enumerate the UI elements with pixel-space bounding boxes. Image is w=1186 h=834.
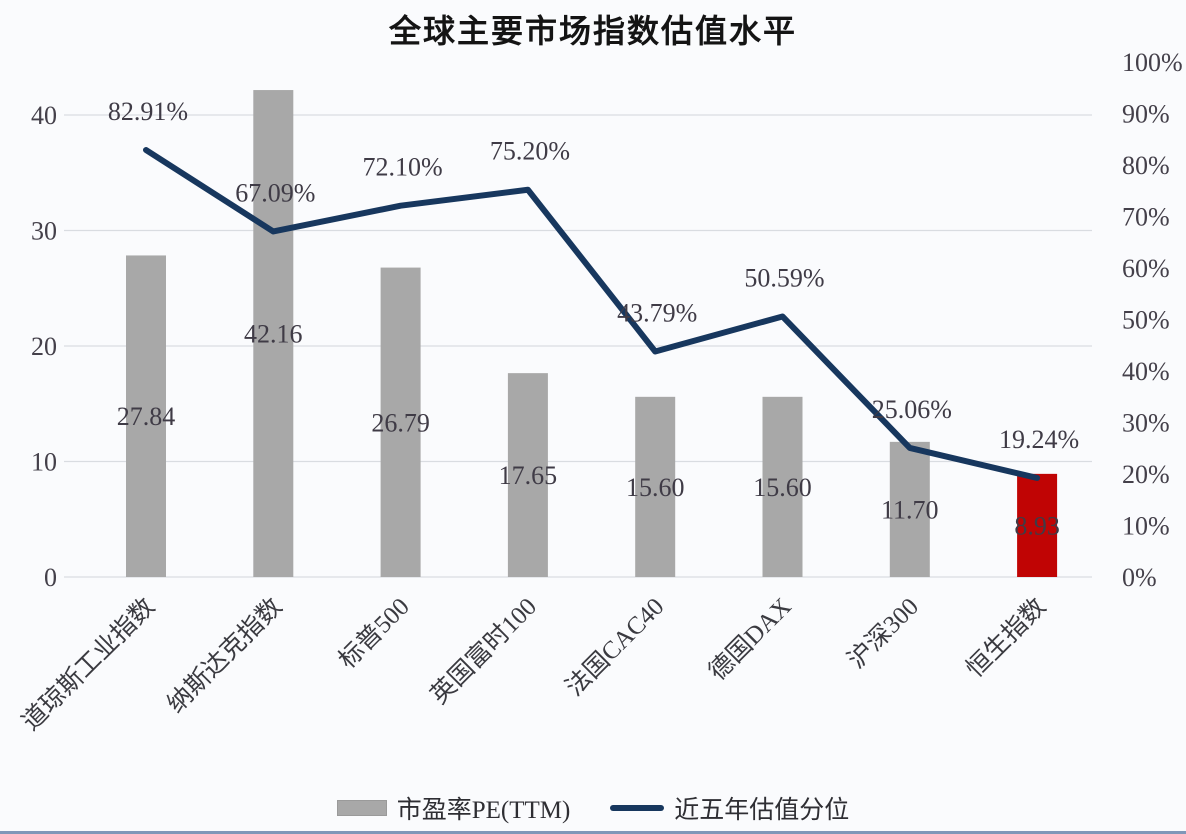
pe-bar: [635, 396, 676, 577]
percentile-point-label: 75.20%: [490, 137, 570, 166]
pe-bar-label: 15.60: [626, 473, 685, 502]
pe-bar: [762, 396, 803, 577]
pe-bar: [1017, 473, 1058, 577]
left-axis-tick-label: 30: [31, 217, 57, 246]
x-axis-category-label: 法国CAC40: [560, 592, 669, 701]
percentile-point-label: 25.06%: [872, 395, 952, 424]
x-axis-category-label: 沪深300: [842, 592, 924, 674]
pe-bar-label: 26.79: [371, 408, 430, 437]
right-axis-tick-label: 40%: [1122, 357, 1170, 386]
pe-bar-swatch-icon: [336, 800, 387, 816]
x-axis-category-label: 纳斯达克指数: [162, 592, 288, 718]
left-axis-tick-label: 0: [44, 563, 57, 592]
pe-bar-label: 17.65: [499, 461, 558, 490]
x-axis-category-label: 标普500: [333, 592, 415, 674]
legend-item-pe: 市盈率PE(TTM): [336, 790, 571, 826]
right-axis-tick-label: 20%: [1122, 460, 1170, 489]
x-axis-category-label: 恒生指数: [961, 592, 1052, 683]
x-axis-category-label: 英国富时100: [425, 592, 542, 709]
left-axis-tick-label: 10: [31, 448, 57, 477]
left-axis-tick-label: 20: [31, 332, 57, 361]
chart-title: 全球主要市场指数估值水平: [388, 13, 797, 49]
bottom-border-line: [0, 831, 1186, 834]
pe-bar-label: 11.70: [881, 495, 939, 524]
percentile-point-label: 19.24%: [999, 425, 1079, 454]
pe-bar: [126, 255, 166, 577]
pe-bar: [889, 441, 930, 577]
right-axis-tick-label: 10%: [1122, 512, 1170, 541]
chart-legend: 市盈率PE(TTM) 近五年估值分位: [0, 790, 1186, 826]
pe-bar-label: 8.93: [1014, 511, 1060, 540]
x-axis-category-label: 道琼斯工业指数: [17, 592, 161, 736]
right-axis-tick-label: 70%: [1122, 203, 1170, 232]
right-axis-tick-label: 30%: [1122, 409, 1170, 438]
percentile-point-label: 43.79%: [617, 298, 697, 327]
pe-bar: [380, 267, 421, 577]
percentile-point-label: 50.59%: [744, 263, 824, 292]
pe-bar: [253, 90, 294, 577]
right-axis-tick-label: 50%: [1122, 306, 1170, 335]
right-axis-tick-label: 90%: [1122, 100, 1170, 129]
pe-bar-label: 15.60: [753, 473, 812, 502]
percentile-line: [143, 147, 1041, 481]
right-axis-tick-label: 100%: [1122, 48, 1183, 77]
percentile-legend-label: 近五年估值分位: [674, 797, 850, 824]
pe-bar-label: 27.84: [117, 402, 176, 431]
legend-item-percentile: 近五年估值分位: [610, 790, 849, 826]
right-axis-tick-label: 80%: [1122, 151, 1170, 180]
percentile-point-label: 67.09%: [235, 178, 315, 207]
percentile-point-label: 72.10%: [363, 153, 443, 182]
right-axis-tick-label: 0%: [1122, 563, 1157, 592]
percentile-line-swatch-icon: [610, 805, 665, 811]
left-axis-tick-label: 40: [31, 101, 57, 130]
pe-bar-label: 42.16: [244, 320, 303, 349]
pe-legend-label: 市盈率PE(TTM): [396, 797, 571, 824]
percentile-point-label: 82.91%: [108, 97, 188, 126]
x-axis-category-label: 德国DAX: [703, 592, 796, 685]
right-axis-tick-label: 60%: [1122, 254, 1170, 283]
valuation-combo-chart: 0 10 20 30 40 0% 10% 20% 30% 40% 50% 60% 70% 80% 90% 10…: [17, 48, 1183, 736]
pe-bar: [507, 373, 548, 577]
